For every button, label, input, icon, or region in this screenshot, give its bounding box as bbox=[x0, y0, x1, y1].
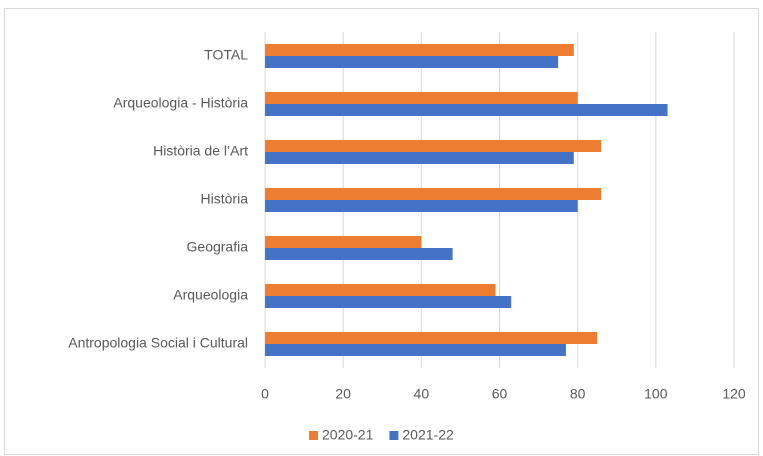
x-tick-label: 60 bbox=[492, 386, 508, 402]
chart-frame bbox=[4, 8, 759, 455]
legend-swatch bbox=[309, 431, 318, 440]
y-tick-label: Geografia bbox=[187, 239, 249, 255]
bar bbox=[265, 56, 559, 68]
bar bbox=[265, 296, 512, 308]
y-tick-label: Història de l’Art bbox=[153, 143, 248, 159]
x-tick-label: 80 bbox=[570, 386, 586, 402]
bar bbox=[265, 188, 602, 200]
x-tick-label: 20 bbox=[335, 386, 351, 402]
x-tick-label: 40 bbox=[414, 386, 430, 402]
y-tick-label: TOTAL bbox=[204, 47, 248, 63]
legend-label: 2020-21 bbox=[322, 427, 374, 443]
legend-label: 2021-22 bbox=[402, 427, 454, 443]
bar bbox=[265, 44, 574, 56]
bar bbox=[265, 248, 453, 260]
x-tick-label: 100 bbox=[644, 386, 668, 402]
x-tick-label: 120 bbox=[722, 386, 746, 402]
y-tick-label: Arqueologia bbox=[173, 287, 248, 303]
y-tick-label: Antropologia Social i Cultural bbox=[68, 335, 248, 351]
bar bbox=[265, 236, 422, 248]
bar bbox=[265, 344, 566, 356]
legend-swatch bbox=[389, 431, 399, 440]
bar bbox=[265, 152, 574, 164]
bar bbox=[265, 92, 578, 104]
y-tick-label: Història bbox=[201, 191, 249, 207]
bar bbox=[265, 104, 668, 116]
bar bbox=[265, 140, 602, 152]
x-tick-label: 0 bbox=[261, 386, 269, 402]
bar bbox=[265, 284, 496, 296]
bar bbox=[265, 332, 598, 344]
bar bbox=[265, 200, 578, 212]
y-tick-label: Arqueologia - Història bbox=[113, 95, 248, 111]
